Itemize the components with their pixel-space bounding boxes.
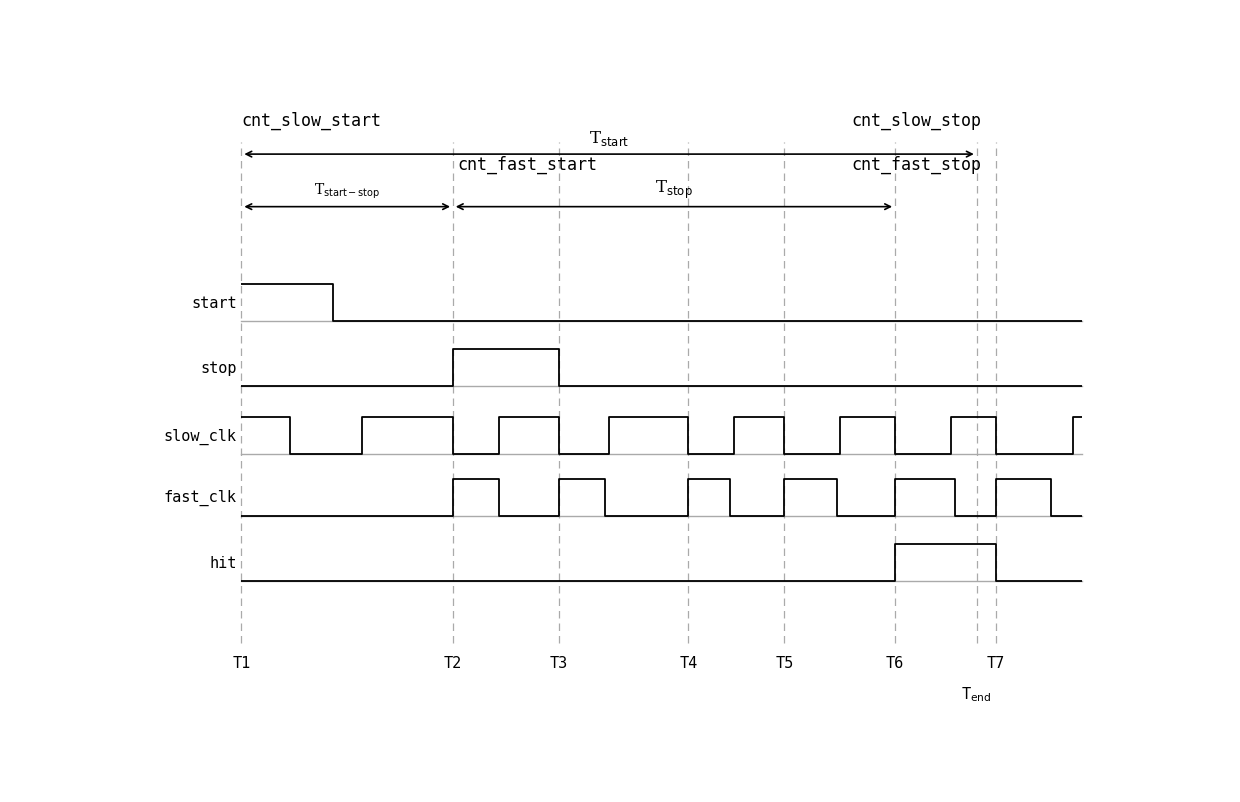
Text: T2: T2 [444, 655, 463, 670]
Text: T3: T3 [549, 655, 568, 670]
Text: T$_{\mathrm{stop}}$: T$_{\mathrm{stop}}$ [655, 179, 693, 201]
Text: T$_{\mathrm{start-stop}}$: T$_{\mathrm{start-stop}}$ [314, 182, 381, 201]
Text: T$_{\mathrm{end}}$: T$_{\mathrm{end}}$ [961, 684, 992, 703]
Text: cnt_fast_stop: cnt_fast_stop [852, 156, 982, 173]
Text: T1: T1 [232, 655, 250, 670]
Text: cnt_slow_start: cnt_slow_start [242, 111, 382, 130]
Text: slow_clk: slow_clk [164, 427, 237, 444]
Text: T7: T7 [987, 655, 1004, 670]
Text: start: start [191, 296, 237, 310]
Text: cnt_slow_stop: cnt_slow_stop [852, 111, 982, 130]
Text: T4: T4 [680, 655, 697, 670]
Text: hit: hit [210, 555, 237, 570]
Text: stop: stop [200, 360, 237, 375]
Text: T$_{\mathrm{start}}$: T$_{\mathrm{start}}$ [589, 128, 629, 148]
Text: T5: T5 [775, 655, 794, 670]
Text: fast_clk: fast_clk [164, 489, 237, 506]
Text: T6: T6 [885, 655, 904, 670]
Text: cnt_fast_start: cnt_fast_start [458, 156, 598, 173]
